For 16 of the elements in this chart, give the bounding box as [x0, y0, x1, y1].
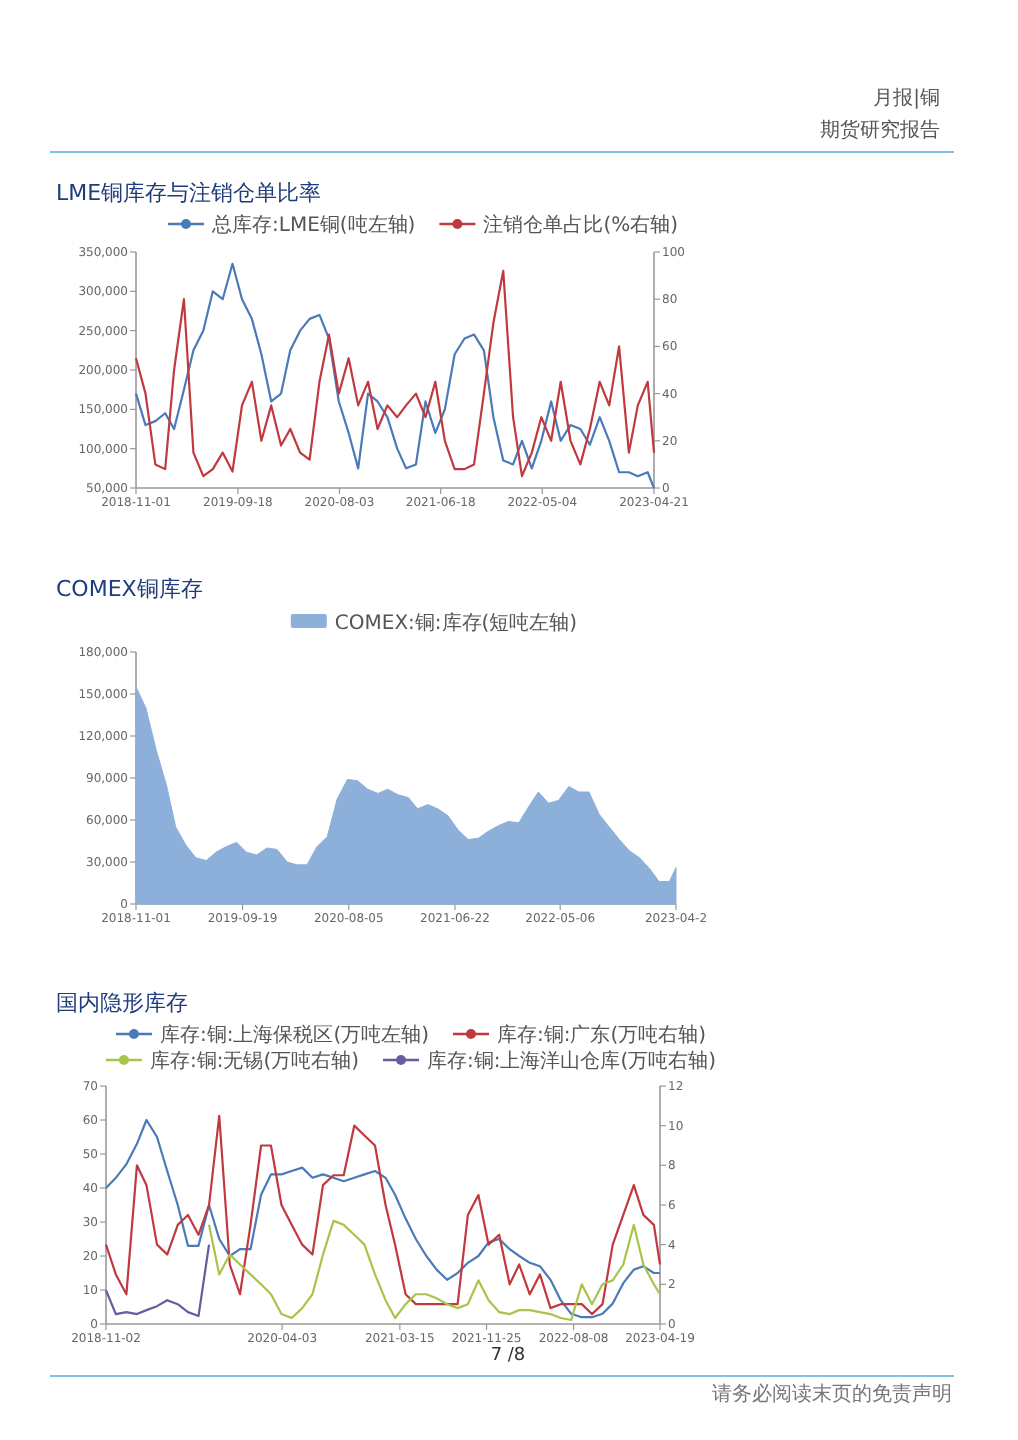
line-series	[207, 1219, 662, 1322]
legend-label: 注销仓单占比(%右轴)	[483, 213, 679, 237]
legend-label: 库存:铜:上海保税区(万吨左轴)	[159, 1023, 430, 1047]
line-series	[104, 1243, 211, 1318]
legend-label: 库存:铜:广东(万吨右轴)	[497, 1023, 707, 1047]
text: 请务必阅读末页的免责声明	[712, 1382, 952, 1406]
legend-label: COMEX:铜:库存(短吨左轴)	[334, 611, 578, 635]
text: 7 /8	[490, 1346, 526, 1366]
legend-label: 总库存:LME铜(吨左轴)	[210, 213, 416, 237]
chart-title: LME铜库存与注销仓单比率	[56, 180, 322, 206]
legend-label: 库存:铜:上海洋山仓库(万吨右轴)	[427, 1049, 717, 1073]
text: 月报|铜	[873, 86, 940, 110]
legend-label: 库存:铜:无锡(万吨右轴)	[149, 1049, 360, 1073]
text: 期货研究报告	[820, 118, 940, 142]
chart-title: 国内隐形库存	[56, 990, 188, 1016]
chart-title: COMEX铜库存	[56, 576, 203, 602]
